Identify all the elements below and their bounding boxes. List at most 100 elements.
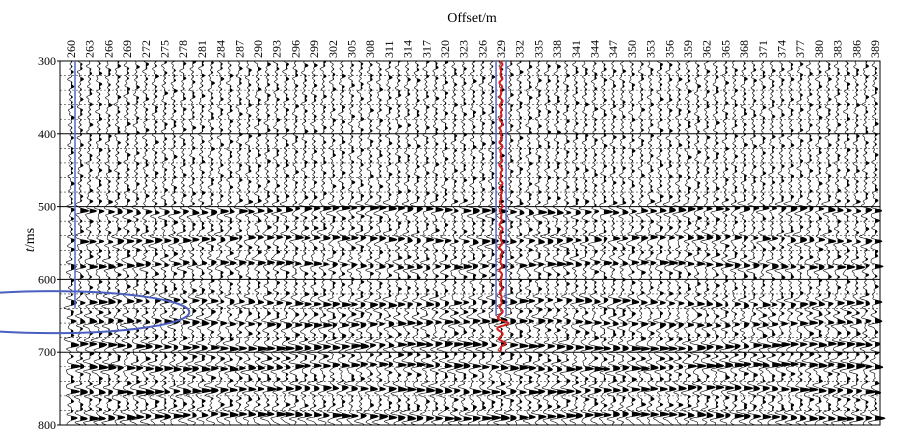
x-tick-label: 362 xyxy=(700,40,714,58)
x-tick-label: 389 xyxy=(868,40,882,58)
x-tick-label: 263 xyxy=(83,40,97,58)
wiggle-trace xyxy=(129,60,148,426)
x-tick-label: 311 xyxy=(382,40,396,58)
wiggle-trace xyxy=(222,60,240,426)
wiggle-trace xyxy=(251,60,269,426)
wiggle-trace xyxy=(157,60,175,426)
wiggle-trace xyxy=(765,60,783,426)
wiggle-trace xyxy=(604,60,622,425)
wiggle-trace xyxy=(175,60,193,426)
wiggle-traces xyxy=(63,60,886,426)
x-tick-label: 347 xyxy=(606,40,620,58)
wiggle-trace xyxy=(726,60,746,426)
wiggle-trace xyxy=(316,60,333,426)
x-tick-label: 344 xyxy=(588,40,602,58)
wiggle-trace xyxy=(540,60,557,426)
wiggle-trace xyxy=(138,60,155,426)
wiggle-trace xyxy=(305,60,323,426)
wiggle-trace xyxy=(522,60,541,426)
x-tick-label: 329 xyxy=(494,40,508,58)
x-tick-label: 278 xyxy=(176,40,190,58)
wiggle-trace xyxy=(569,60,585,426)
wiggle-trace xyxy=(343,60,362,426)
x-tick-label: 359 xyxy=(681,40,695,58)
x-tick-label: 323 xyxy=(457,40,471,58)
x-tick-label: 317 xyxy=(419,40,433,58)
x-tick-label: 308 xyxy=(363,40,377,58)
wiggle-trace xyxy=(287,60,306,426)
x-axis-ticks: 260 263 266 269 272 275 278 281 284 287 290 293 296 2… xyxy=(64,40,882,58)
x-tick-label: 314 xyxy=(401,40,415,58)
wiggle-trace xyxy=(867,60,886,426)
wiggle-trace xyxy=(634,60,651,425)
wiggle-trace xyxy=(838,60,856,426)
x-tick-label: 284 xyxy=(214,40,228,58)
wiggle-trace xyxy=(428,60,445,426)
wiggle-trace xyxy=(119,60,138,426)
x-axis-title: Offset/m xyxy=(447,11,497,26)
y-tick-label: 400 xyxy=(38,127,56,141)
x-tick-label: 272 xyxy=(139,40,153,58)
x-tick-label: 365 xyxy=(718,40,732,58)
wiggle-trace xyxy=(464,60,482,426)
wiggle-trace xyxy=(279,60,295,426)
wiggle-trace xyxy=(513,60,530,426)
wiggle-trace xyxy=(100,60,118,426)
wiggle-trace xyxy=(418,60,436,426)
wiggle-trace xyxy=(615,60,632,426)
wiggle-trace xyxy=(858,60,877,426)
wiggle-trace xyxy=(746,60,764,426)
wiggle-trace xyxy=(399,60,417,426)
wiggle-trace xyxy=(652,60,671,426)
highlighted-trace xyxy=(74,60,510,353)
y-tick-label: 500 xyxy=(38,200,56,214)
wiggle-trace xyxy=(689,60,707,426)
x-tick-label: 356 xyxy=(662,40,676,58)
x-tick-label: 320 xyxy=(438,40,452,58)
annotation-ellipse xyxy=(0,290,191,335)
wiggle-trace xyxy=(558,60,577,426)
x-tick-label: 266 xyxy=(101,40,115,58)
x-tick-label: 290 xyxy=(251,40,265,58)
wiggle-trace xyxy=(811,60,828,426)
wiggle-trace xyxy=(801,60,819,426)
x-tick-label: 335 xyxy=(531,40,545,58)
wiggle-trace xyxy=(436,60,455,426)
wiggle-trace xyxy=(680,60,698,426)
wiggle-trace xyxy=(167,60,185,426)
x-tick-label: 383 xyxy=(831,40,845,58)
wiggle-trace xyxy=(269,61,288,426)
x-tick-label: 374 xyxy=(775,40,789,58)
y-axis-ticks: 300 400 500 600 700 800 xyxy=(38,54,60,432)
wiggle-trace xyxy=(793,60,811,426)
wiggle-trace xyxy=(409,60,427,426)
x-tick-label: 305 xyxy=(344,40,358,58)
wiggle-trace xyxy=(297,60,314,426)
x-tick-label: 353 xyxy=(644,40,658,58)
wiggle-trace xyxy=(240,60,258,426)
wiggle-trace xyxy=(325,60,344,426)
wiggle-trace xyxy=(624,60,644,426)
wiggle-trace xyxy=(390,60,408,426)
x-tick-label: 371 xyxy=(756,40,770,58)
wiggle-trace xyxy=(578,60,595,426)
x-tick-label: 341 xyxy=(569,40,583,58)
x-tick-label: 269 xyxy=(120,40,134,58)
wiggle-trace xyxy=(455,60,474,426)
wiggle-trace xyxy=(73,60,90,426)
wiggle-trace xyxy=(446,60,465,426)
wiggle-trace xyxy=(597,60,614,426)
x-tick-label: 299 xyxy=(307,40,321,58)
x-tick-label: 275 xyxy=(157,40,171,58)
x-tick-label: 350 xyxy=(625,40,639,58)
wiggle-trace xyxy=(147,60,165,426)
wiggle-trace xyxy=(736,60,753,426)
wiggle-trace xyxy=(672,60,687,426)
wiggle-trace xyxy=(353,60,370,426)
wiggle-trace xyxy=(371,60,389,426)
wiggle-trace xyxy=(259,61,278,425)
wiggle-trace xyxy=(662,60,679,426)
wiggle-trace xyxy=(203,60,220,426)
x-tick-label: 293 xyxy=(270,40,284,58)
